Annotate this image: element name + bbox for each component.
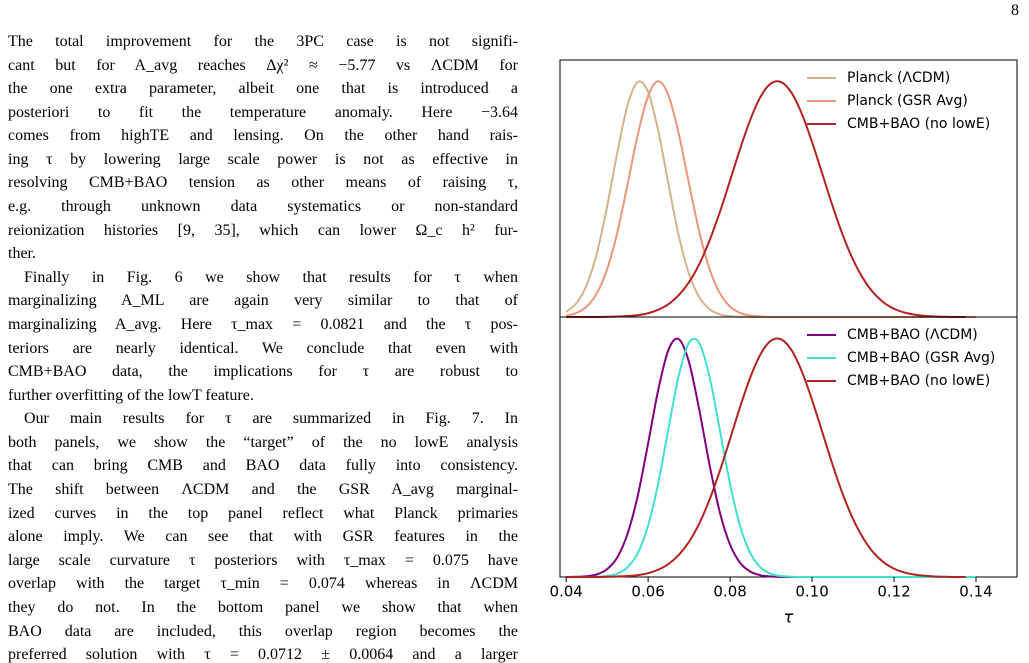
curve <box>566 337 977 579</box>
text-line: Our main results for τ are summarized in… <box>24 410 518 428</box>
text-line: comes from highTE and lensing. On the ot… <box>8 127 518 145</box>
text-line: they do not. In the bottom panel we show… <box>8 598 518 616</box>
text-line: large scale curvature τ posteriors with … <box>8 551 518 569</box>
legend-label: CMB+BAO (ΛCDM) <box>847 327 978 343</box>
text-line: marginalizing A_avg. Here τ_max = 0.0821… <box>8 315 518 333</box>
curve <box>566 80 966 319</box>
text-line: ing τ by lowering large scale power is n… <box>8 150 518 168</box>
text-line: The total improvement for the 3PC case i… <box>8 33 518 50</box>
text-line: that can bring CMB and BAO data fully in… <box>8 457 518 475</box>
x-tick-label: 0.12 <box>877 583 910 601</box>
text-line: cant but for A_avg reaches Δχ² ≈ −5.77 v… <box>8 56 518 74</box>
text-line: BAO data are included, this overlap regi… <box>8 622 518 640</box>
x-tick-label: 0.10 <box>795 583 828 601</box>
curve <box>566 337 966 579</box>
text-line: resolving CMB+BAO tension as other means… <box>8 174 518 192</box>
text-line: Finally in Fig. 6 we show that results f… <box>24 268 518 286</box>
x-tick-label: 0.14 <box>959 583 992 601</box>
text-line: preferred solution with τ = 0.0712 ± 0.0… <box>8 646 518 663</box>
text-line: further overfitting of the lowT feature. <box>8 386 254 404</box>
text-line: marginalizing A_ML are again very simila… <box>8 292 518 310</box>
text-line: both panels, we show the “target” of the… <box>8 433 518 451</box>
text-line: ther. <box>8 245 36 263</box>
text-line: e.g. through unknown data systematics or… <box>8 198 518 216</box>
x-axis-label: τ <box>784 608 794 627</box>
legend-label: CMB+BAO (GSR Avg) <box>847 350 995 366</box>
text-line: overlap with the target τ_min = 0.074 wh… <box>8 575 518 593</box>
legend-label: CMB+BAO (no lowE) <box>847 116 990 132</box>
legend-label: Planck (GSR Avg) <box>847 93 968 109</box>
text-line: the one extra parameter, albeit one that… <box>8 80 518 98</box>
text-line: posteriori to fit the temperature anomal… <box>8 103 518 121</box>
text-line: ized curves in the top panel reflect wha… <box>8 504 518 522</box>
text-line: The shift between ΛCDM and the GSR A_avg… <box>8 481 518 499</box>
x-tick-label: 0.08 <box>713 583 746 601</box>
page-number: 8 <box>1011 2 1019 19</box>
legend-label: Planck (ΛCDM) <box>847 70 950 86</box>
text-line: teriors are nearly identical. We conclud… <box>8 339 518 357</box>
x-tick-label: 0.06 <box>631 583 664 601</box>
text-line: reionization histories [9, 35], which ca… <box>8 221 518 239</box>
x-tick-label: 0.04 <box>549 583 582 601</box>
text-line: alone imply. We can see that with GSR fe… <box>8 528 518 546</box>
legend-label: CMB+BAO (no lowE) <box>847 373 990 389</box>
text-line: CMB+BAO data, the implications for τ are… <box>8 363 518 381</box>
